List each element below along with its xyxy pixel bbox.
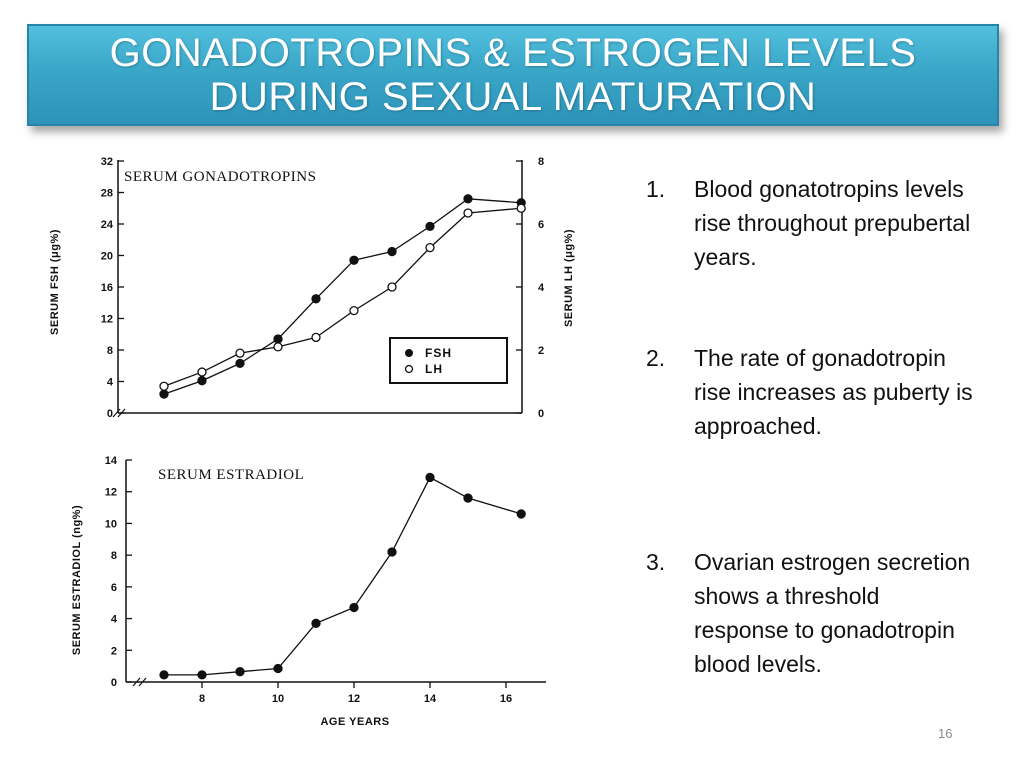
data-point-estradiol <box>425 472 435 483</box>
data-point-fsh <box>387 246 397 257</box>
top-left-axis-title: SERUM FSH (μg%) <box>49 229 61 335</box>
title-line-1: GONADOTROPINS & ESTROGEN LEVELS <box>109 31 917 75</box>
data-point-lh <box>387 282 397 292</box>
point-1-text: Blood gonatotropins levels rise througho… <box>694 176 971 270</box>
estradiol-axis-tick-label: 0 <box>111 677 117 689</box>
bottom-chart-title: SERUM ESTRADIOL <box>158 467 304 483</box>
data-point-lh <box>273 342 283 352</box>
fsh-axis-tick-label: 16 <box>101 282 113 294</box>
data-point-estradiol <box>273 663 283 674</box>
age-axis-tick-label: 8 <box>199 693 205 705</box>
legend-fsh-marker <box>405 349 413 357</box>
fsh-axis-tick-label: 8 <box>107 345 113 357</box>
estradiol-axis-tick-label: 6 <box>111 582 117 594</box>
point-3-number: 3. <box>646 549 666 575</box>
lh-axis-tick-label: 8 <box>538 156 544 168</box>
data-point-estradiol <box>235 667 245 677</box>
legend-box <box>389 337 508 384</box>
data-point-fsh <box>311 294 321 304</box>
fsh-axis-tick-label: 28 <box>101 188 113 200</box>
fsh-axis-tick-label: 24 <box>101 219 114 231</box>
top-right-axis-title: SERUM LH (μg%) <box>563 229 575 327</box>
data-point-fsh <box>425 221 435 232</box>
data-point-fsh <box>349 255 359 265</box>
estradiol-axis-tick-label: 12 <box>105 487 117 499</box>
data-point-estradiol <box>516 509 526 519</box>
point-2-number: 2. <box>646 345 666 371</box>
data-point-lh <box>425 242 435 253</box>
data-point-estradiol <box>387 547 397 557</box>
data-point-lh <box>159 381 169 391</box>
estradiol-axis-tick-label: 4 <box>111 614 118 626</box>
data-point-lh <box>516 203 526 213</box>
fsh-axis-tick-label: 4 <box>107 377 114 389</box>
legend-lh-label: LH <box>425 362 443 376</box>
estradiol-axis-tick-label: 8 <box>111 550 117 562</box>
data-point-estradiol <box>159 670 169 680</box>
age-axis-tick-label: 10 <box>272 693 284 705</box>
top-chart-title: SERUM GONADOTROPINS <box>124 169 316 185</box>
fsh-axis-tick-label: 0 <box>107 408 113 420</box>
series-line-estradiol <box>164 476 522 676</box>
legend-lh-marker <box>404 364 414 374</box>
lh-axis-tick-label: 4 <box>538 282 545 294</box>
data-point-lh <box>235 348 245 358</box>
data-point-lh <box>197 367 207 377</box>
data-point-fsh <box>159 389 169 399</box>
lh-axis-tick-label: 2 <box>538 345 544 357</box>
data-point-fsh <box>463 194 473 204</box>
data-point-estradiol <box>311 618 321 628</box>
age-axis-tick-label: 12 <box>348 693 360 705</box>
series-line-lh <box>163 207 522 387</box>
bottom-x-axis-title: AGE YEARS <box>320 716 389 728</box>
point-2-text: The rate of gonadotropin rise increases … <box>694 345 973 439</box>
legend-fsh-label: FSH <box>425 346 452 360</box>
title-banner: GONADOTROPINS & ESTROGEN LEVELS DURING S… <box>27 24 999 126</box>
age-axis-tick-label: 14 <box>424 693 437 705</box>
estradiol-axis-tick-label: 14 <box>105 455 118 467</box>
data-point-estradiol <box>197 670 207 680</box>
bottom-y-axis-title: SERUM ESTRADIOL (ng%) <box>71 505 83 655</box>
data-point-estradiol <box>463 493 473 503</box>
fsh-axis-tick-label: 12 <box>101 314 113 326</box>
point-3-text: Ovarian estrogen secretion shows a thres… <box>694 549 971 677</box>
data-point-estradiol <box>349 602 359 613</box>
age-axis-tick-label: 16 <box>500 693 512 705</box>
fsh-axis-tick-label: 32 <box>101 156 113 168</box>
series-line-fsh <box>163 198 522 395</box>
point-1-number: 1. <box>646 176 666 202</box>
data-point-fsh <box>197 376 207 386</box>
data-point-fsh <box>273 334 283 344</box>
fsh-axis-tick-label: 20 <box>101 251 113 263</box>
estradiol-axis-tick-label: 2 <box>111 645 117 657</box>
slide-number: 16 <box>938 726 953 741</box>
data-point-lh <box>349 305 359 316</box>
data-point-lh <box>311 332 321 343</box>
data-point-fsh <box>235 358 245 369</box>
lh-axis-tick-label: 6 <box>538 219 544 231</box>
estradiol-axis-tick-label: 10 <box>105 518 117 530</box>
data-point-lh <box>463 208 473 218</box>
lh-axis-tick-label: 0 <box>538 408 544 420</box>
title-line-2: DURING SEXUAL MATURATION <box>209 75 817 119</box>
